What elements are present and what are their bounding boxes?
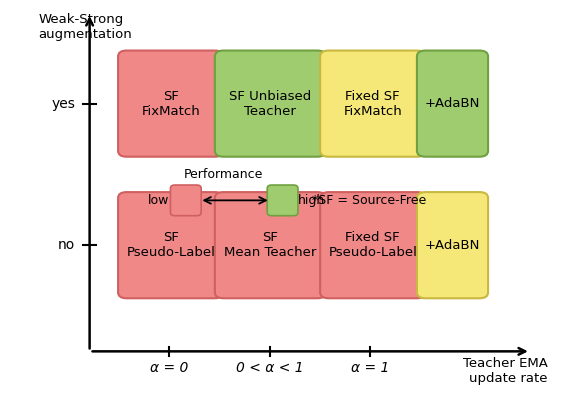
FancyBboxPatch shape <box>215 192 326 298</box>
Text: no: no <box>58 238 76 252</box>
FancyBboxPatch shape <box>320 192 426 298</box>
FancyBboxPatch shape <box>320 51 426 157</box>
Text: yes: yes <box>51 97 76 110</box>
Text: low: low <box>148 194 169 207</box>
Text: +AdaBN: +AdaBN <box>425 97 480 110</box>
FancyBboxPatch shape <box>267 185 298 216</box>
FancyBboxPatch shape <box>417 51 488 157</box>
Text: +AdaBN: +AdaBN <box>425 239 480 252</box>
FancyBboxPatch shape <box>118 51 224 157</box>
FancyBboxPatch shape <box>417 192 488 298</box>
Text: Performance: Performance <box>184 168 263 181</box>
Text: 0 < α < 1: 0 < α < 1 <box>236 361 304 375</box>
Text: Fixed SF
Pseudo-Label: Fixed SF Pseudo-Label <box>328 231 417 259</box>
Text: *SF = Source-Free: *SF = Source-Free <box>312 194 426 207</box>
Text: SF
Pseudo-Label: SF Pseudo-Label <box>126 231 215 259</box>
Text: α = 1: α = 1 <box>351 361 390 375</box>
FancyBboxPatch shape <box>118 192 224 298</box>
Text: α = 0: α = 0 <box>150 361 189 375</box>
Text: Weak-Strong
augmentation: Weak-Strong augmentation <box>38 13 132 41</box>
Text: SF
Mean Teacher: SF Mean Teacher <box>224 231 316 259</box>
FancyBboxPatch shape <box>170 185 201 216</box>
Text: SF
FixMatch: SF FixMatch <box>141 89 200 118</box>
Text: high: high <box>297 194 325 207</box>
Text: Teacher EMA
update rate: Teacher EMA update rate <box>463 357 548 385</box>
Text: SF Unbiased
Teacher: SF Unbiased Teacher <box>229 89 312 118</box>
FancyBboxPatch shape <box>215 51 326 157</box>
Text: Fixed SF
FixMatch: Fixed SF FixMatch <box>343 89 402 118</box>
